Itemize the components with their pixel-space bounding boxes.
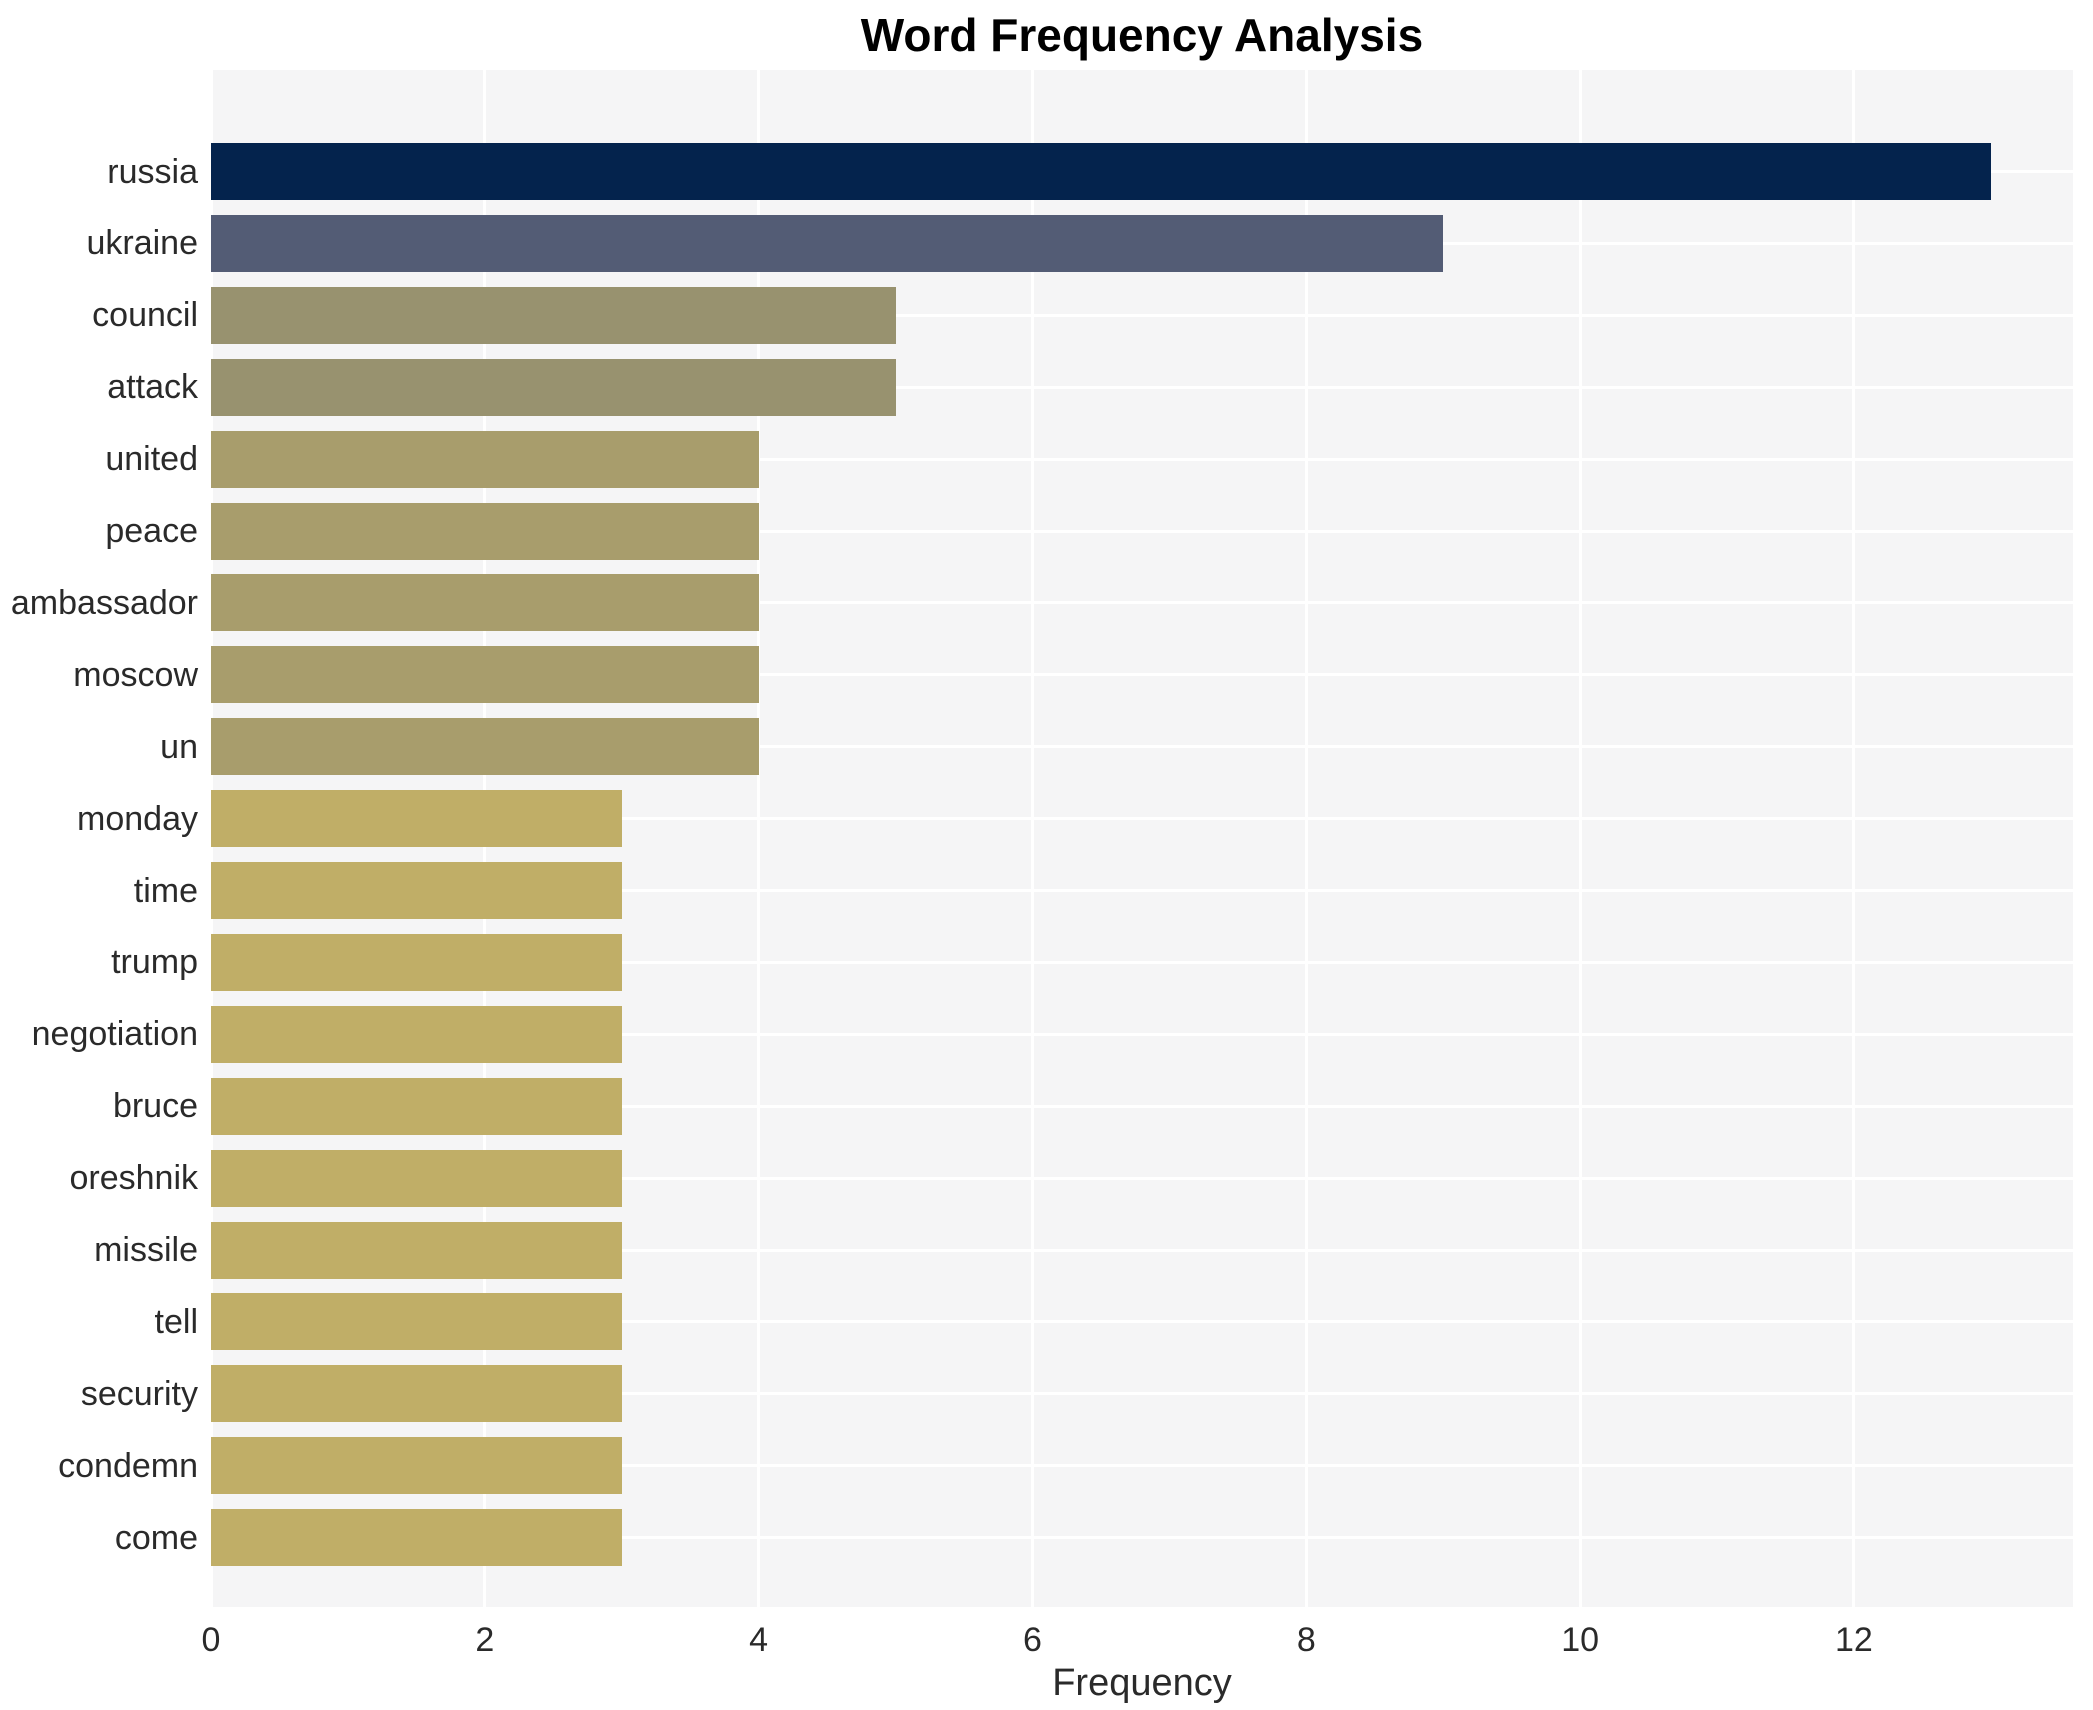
x-tick-4: 4 <box>749 1621 769 1659</box>
y-gridline-un <box>211 745 2073 749</box>
x-tick-12: 12 <box>1835 1621 1873 1659</box>
y-label-time: time <box>133 871 198 910</box>
y-label-russia: russia <box>107 152 198 191</box>
bar-russia <box>211 143 1991 200</box>
x-axis-title: Frequency <box>1052 1662 1232 1704</box>
bar-attack <box>211 358 896 416</box>
y-gridline-bruce <box>211 1104 2073 1108</box>
y-label-united: united <box>105 440 198 479</box>
y-gridline-ambassador <box>211 601 2073 605</box>
bar-un <box>211 718 759 776</box>
x-gridline-8 <box>1304 70 1308 1607</box>
y-label-ukraine: ukraine <box>86 224 198 263</box>
y-label-oreshnik: oreshnik <box>69 1159 198 1198</box>
bar-trump <box>211 933 622 991</box>
x-tick-6: 6 <box>1023 1621 1042 1659</box>
y-label-bruce: bruce <box>112 1087 198 1126</box>
bar-come <box>211 1509 622 1567</box>
plot-area <box>209 70 2073 1607</box>
y-gridline-united <box>211 457 2073 461</box>
y-label-trump: trump <box>111 943 198 982</box>
y-label-peace: peace <box>105 512 198 550</box>
y-label-attack: attack <box>107 368 198 407</box>
bar-security <box>211 1365 622 1423</box>
y-label-negotiation: negotiation <box>31 1015 198 1054</box>
bar-time <box>211 862 622 919</box>
bar-council <box>211 286 896 344</box>
y-gridline-attack <box>211 385 2073 389</box>
x-gridline-12 <box>1852 70 1856 1607</box>
y-gridline-missile <box>211 1248 2073 1252</box>
bar-tell <box>211 1293 622 1351</box>
y-label-come: come <box>114 1518 198 1557</box>
y-gridline-peace <box>211 529 2073 533</box>
y-gridline-condemn <box>211 1464 2073 1468</box>
y-gridline-security <box>211 1392 2073 1396</box>
y-label-moscow: moscow <box>73 655 198 694</box>
y-label-monday: monday <box>77 799 198 838</box>
x-gridline-10 <box>1578 70 1582 1607</box>
bar-united <box>211 430 759 488</box>
y-label-council: council <box>92 296 198 335</box>
x-tick-0: 0 <box>201 1621 221 1659</box>
y-label-un: un <box>160 727 198 766</box>
bar-monday <box>211 790 622 848</box>
x-gridline-6 <box>1030 70 1034 1607</box>
y-label-security: security <box>80 1374 198 1413</box>
x-tick-8: 8 <box>1296 1621 1316 1659</box>
x-tick-10: 10 <box>1561 1621 1600 1659</box>
y-label-missile: missile <box>94 1231 198 1269</box>
x-tick-2: 2 <box>475 1621 495 1659</box>
x-gridline-4 <box>757 70 761 1607</box>
y-gridline-oreshnik <box>211 1176 2073 1180</box>
y-label-tell: tell <box>154 1302 198 1341</box>
y-gridline-trump <box>211 960 2073 964</box>
bar-bruce <box>211 1077 622 1135</box>
y-gridline-council <box>211 313 2073 317</box>
y-gridline-moscow <box>211 673 2073 677</box>
bar-condemn <box>211 1437 622 1495</box>
y-gridline-come <box>211 1536 2073 1540</box>
bar-negotiation <box>211 1005 622 1063</box>
y-label-condemn: condemn <box>58 1446 198 1485</box>
bar-missile <box>211 1221 622 1279</box>
chart-title: Word Frequency Analysis <box>860 9 1424 61</box>
bar-ukraine <box>211 214 1444 272</box>
y-gridline-time <box>211 889 2073 892</box>
y-gridline-tell <box>211 1320 2073 1324</box>
bar-peace <box>211 502 759 560</box>
y-gridline-monday <box>211 817 2073 821</box>
bar-moscow <box>211 646 759 704</box>
bar-ambassador <box>211 574 759 632</box>
bar-oreshnik <box>211 1149 622 1207</box>
y-gridline-negotiation <box>211 1032 2073 1036</box>
y-label-ambassador: ambassador <box>10 583 198 622</box>
